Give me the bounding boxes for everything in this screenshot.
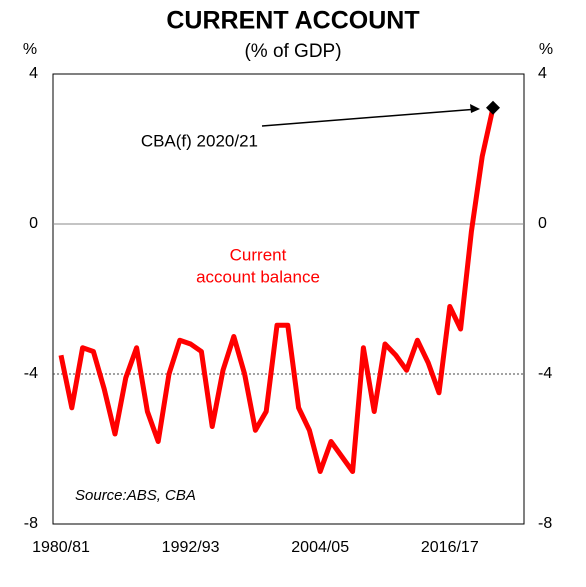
annotation: CBA(f) 2020/21	[141, 131, 258, 150]
x-tick-label: 2016/17	[421, 539, 479, 556]
plot-frame	[52, 73, 525, 525]
y-tick-label: 4	[29, 65, 38, 82]
y2-tick-label: 4	[538, 65, 547, 82]
chart-title: CURRENT ACCOUNT	[166, 7, 419, 35]
x-tick-label: 1980/81	[32, 539, 90, 556]
series-line	[58, 107, 496, 474]
y-tick-label: -8	[24, 515, 38, 532]
series-label: account balance	[196, 267, 320, 286]
y2-tick-label: -8	[538, 515, 552, 532]
y2-unit: %	[539, 41, 553, 58]
y-unit: %	[23, 41, 37, 58]
y-tick-label: 0	[29, 215, 38, 232]
series-label: Current	[230, 245, 287, 264]
x-tick-label: 1992/93	[162, 539, 220, 556]
annotation-arrow	[261, 108, 479, 127]
source: Source:ABS, CBA	[75, 487, 196, 504]
forecast-marker	[486, 100, 500, 115]
x-tick-label: 2004/05	[291, 539, 349, 556]
y2-tick-label: 0	[538, 215, 547, 232]
chart-subtitle: (% of GDP)	[244, 41, 341, 62]
y2-tick-label: -4	[538, 365, 552, 382]
y-tick-label: -4	[24, 365, 38, 382]
arrow-head	[470, 104, 480, 113]
